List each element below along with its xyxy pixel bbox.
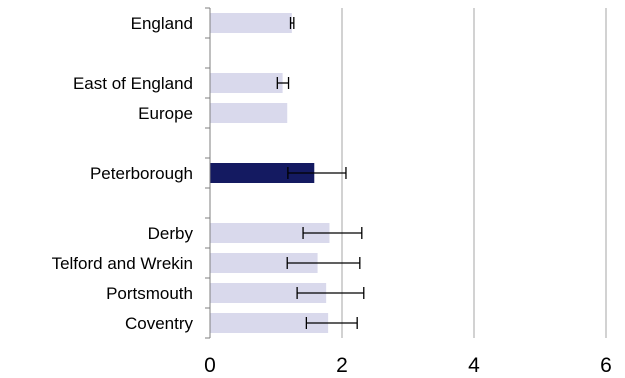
category-label: Telford and Wrekin — [52, 254, 193, 273]
bar — [210, 13, 292, 33]
category-labels: England East of England Europe Peterborough… — [52, 14, 194, 333]
x-tick-label: 2 — [336, 354, 348, 377]
grid-lines — [341, 8, 607, 338]
bar — [210, 253, 318, 273]
bar — [210, 223, 330, 243]
category-label: Coventry — [125, 314, 194, 333]
error-bars — [276, 17, 365, 329]
x-tick-label: 0 — [204, 354, 216, 377]
category-label: East of England — [73, 74, 193, 93]
y-axis — [205, 7, 211, 339]
category-label: Europe — [138, 104, 193, 123]
bar — [210, 103, 288, 123]
x-tick-label: 6 — [600, 354, 612, 377]
category-label: Peterborough — [90, 164, 193, 183]
bar — [210, 73, 283, 93]
bar — [210, 313, 329, 333]
x-tick-labels: 0 2 4 6 — [204, 354, 612, 377]
category-label: England — [131, 14, 193, 33]
category-label: Portsmouth — [106, 284, 193, 303]
category-label: Derby — [148, 224, 194, 243]
x-tick-label: 4 — [468, 354, 480, 377]
